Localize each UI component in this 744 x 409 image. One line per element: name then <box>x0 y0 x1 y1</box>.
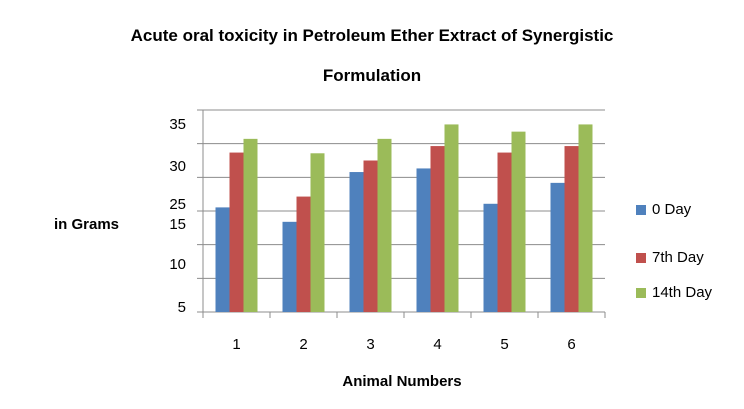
y-tick-label-25: 25 <box>169 196 186 213</box>
x-tick-label-1: 1 <box>232 336 240 353</box>
x-tick-label-4: 4 <box>433 336 441 353</box>
bar-0-day-animal-4 <box>416 168 431 312</box>
y-tick-label-10: 10 <box>169 256 186 273</box>
x-tick-label-2: 2 <box>299 336 307 353</box>
bar-0-day-animal-6 <box>550 182 565 312</box>
x-tick-label-3: 3 <box>366 336 374 353</box>
bar-0-day-animal-1 <box>215 207 230 312</box>
legend-swatch-14th-day <box>636 287 646 298</box>
y-tick-label-5: 5 <box>178 299 186 316</box>
bar-7th-day-animal-2 <box>296 196 311 312</box>
y-tick-label-35: 35 <box>169 116 186 133</box>
y-tick-label-15: 15 <box>169 216 186 233</box>
bar-7th-day-animal-1 <box>229 152 244 312</box>
legend-label-7th-day: 7th Day <box>652 249 704 266</box>
bar-14th-day-animal-1 <box>243 138 258 312</box>
y-axis-label: in Grams <box>54 216 120 233</box>
legend-item-14th-day: 14th Day <box>636 284 712 301</box>
bar-7th-day-animal-4 <box>430 146 445 312</box>
bar-14th-day-animal-2 <box>310 153 325 312</box>
x-tick-label-6: 6 <box>567 336 575 353</box>
legend-label-14th-day: 14th Day <box>652 284 713 301</box>
legend-swatch-0-day <box>636 204 646 215</box>
legend: 0 Day 7th Day 14th Day <box>636 0 736 409</box>
bar-7th-day-animal-5 <box>497 152 512 312</box>
x-tick-label-5: 5 <box>500 336 508 353</box>
y-tick-label-30: 30 <box>169 158 186 175</box>
legend-item-7th-day: 7th Day <box>636 249 704 266</box>
x-axis-label: Animal Numbers <box>342 373 462 390</box>
legend-item-0-day: 0 Day <box>636 201 691 218</box>
bar-7th-day-animal-6 <box>564 146 579 312</box>
legend-swatch-7th-day <box>636 252 646 263</box>
bar-7th-day-animal-3 <box>363 160 378 312</box>
bar-14th-day-animal-6 <box>578 124 593 312</box>
chart-title-line1: Acute oral toxicity in Petroleum Ether E… <box>130 26 614 45</box>
bar-0-day-animal-2 <box>282 221 297 312</box>
bar-0-day-animal-5 <box>483 203 498 312</box>
bar-0-day-animal-3 <box>349 172 364 312</box>
legend-label-0-day: 0 Day <box>652 201 692 218</box>
chart-title-line2: Formulation <box>322 66 422 85</box>
bar-14th-day-animal-3 <box>377 138 392 312</box>
bar-14th-day-animal-4 <box>444 124 459 312</box>
bar-14th-day-animal-5 <box>511 131 526 312</box>
